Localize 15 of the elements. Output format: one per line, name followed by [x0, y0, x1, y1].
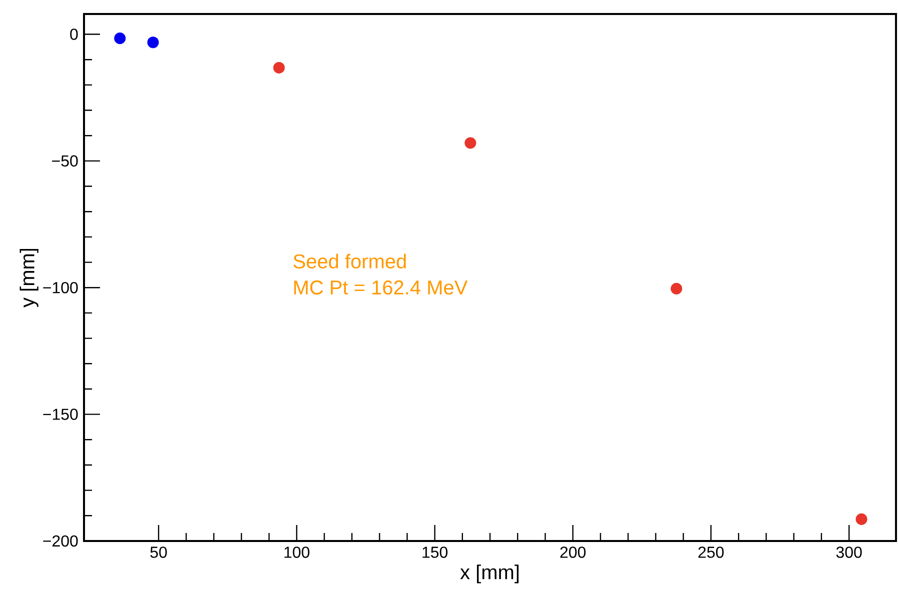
- x-axis-title: x [mm]: [460, 564, 519, 584]
- y-tick-label: 0: [70, 28, 78, 40]
- y-tick-label: −150: [43, 408, 78, 420]
- x-tick-label: 200: [560, 546, 586, 558]
- y-axis-title: y [mm]: [20, 248, 38, 308]
- y-tick-label: −200: [43, 535, 78, 547]
- y-tick-label: −50: [52, 155, 78, 167]
- x-tick-label: 150: [422, 546, 448, 558]
- annotation: MC Pt = 162.4 MeV: [294, 280, 468, 295]
- x-tick-label: 250: [698, 546, 724, 558]
- x-tick-label: 100: [284, 546, 310, 558]
- y-tick-label: −100: [43, 282, 78, 294]
- x-tick-label: 300: [836, 546, 862, 558]
- annotation: Seed formed: [294, 254, 406, 268]
- x-tick-label: 50: [150, 546, 167, 558]
